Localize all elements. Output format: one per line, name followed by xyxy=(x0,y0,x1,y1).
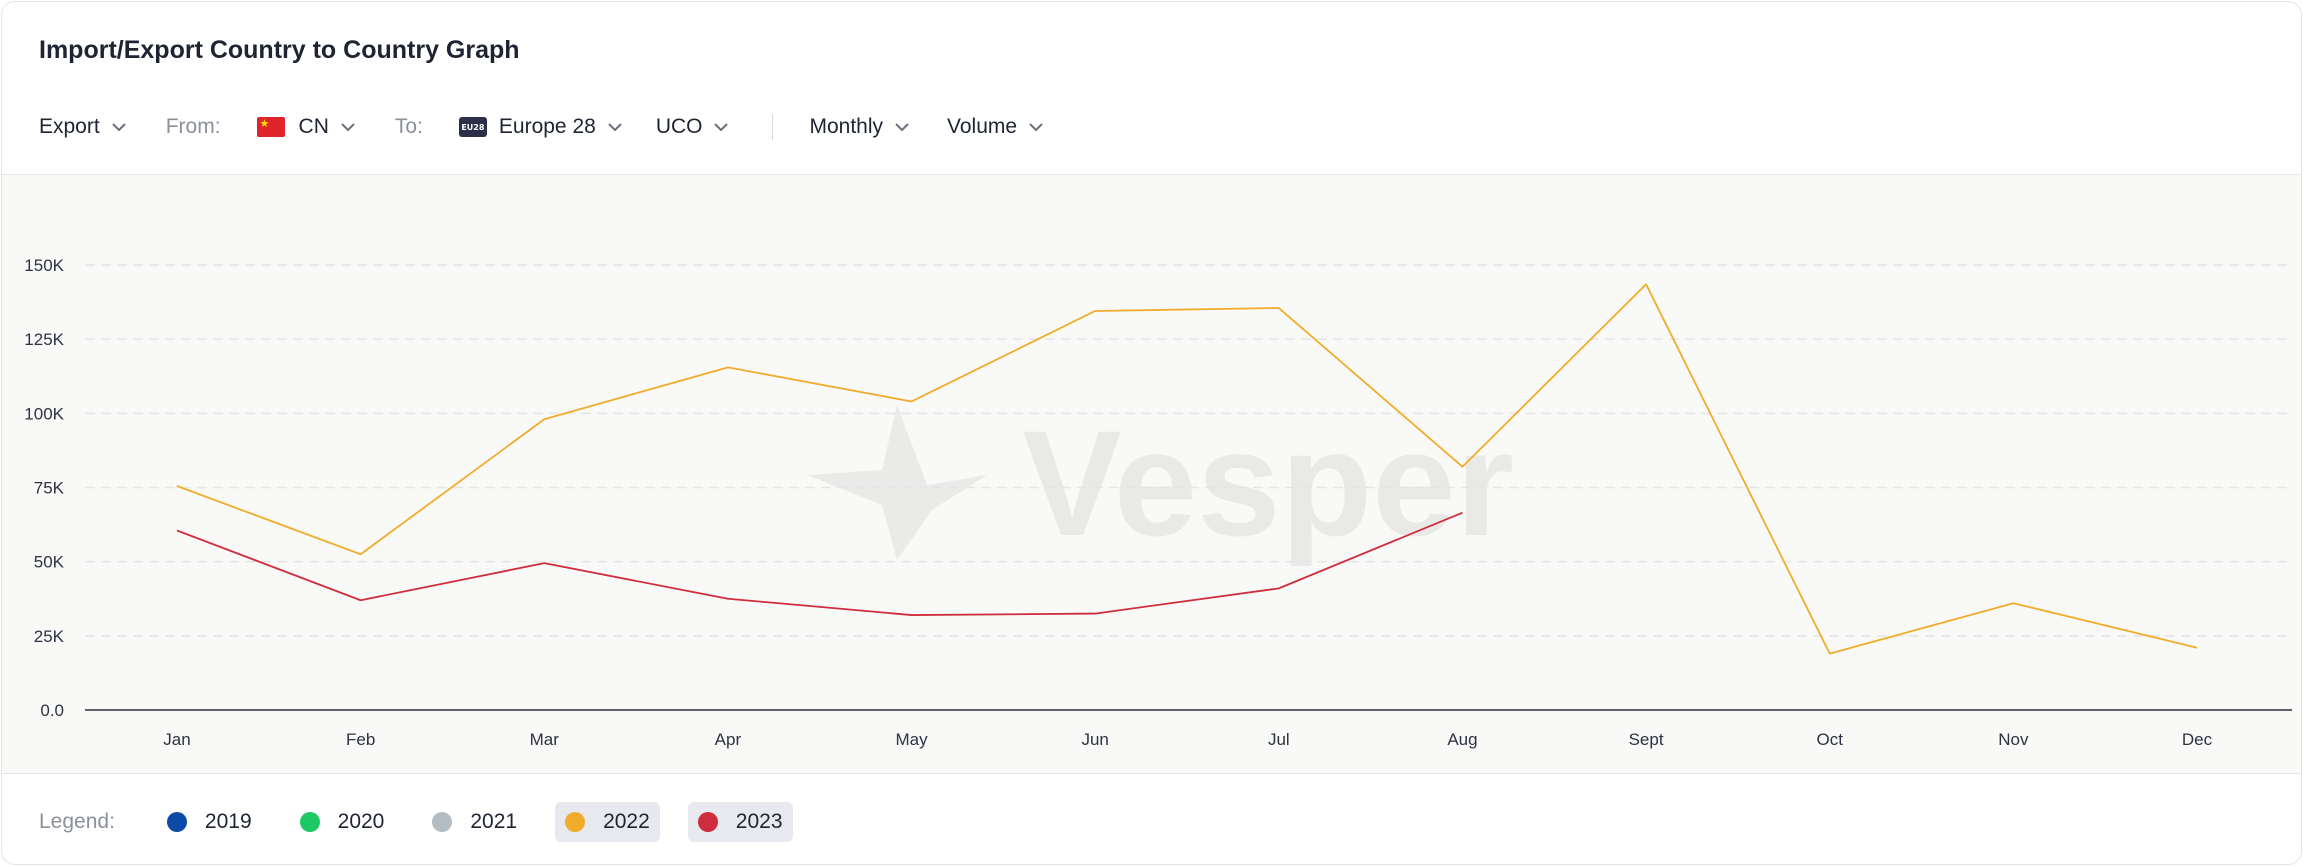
chevron-down-icon xyxy=(608,122,622,131)
y-tick-label: 50K xyxy=(34,553,65,572)
legend-item-label: 2023 xyxy=(735,810,783,833)
x-tick-label: Mar xyxy=(530,730,560,749)
y-tick-label: 0.0 xyxy=(40,701,64,720)
divider xyxy=(772,114,774,140)
chevron-down-icon xyxy=(1029,122,1043,131)
x-axis: Jan Feb Mar Apr May Jun Jul Aug Sept Oct Nov Dec xyxy=(163,730,2212,749)
watermark: Vesper xyxy=(807,399,1514,567)
legend-item-label: 2021 xyxy=(470,810,518,833)
y-tick-label: 125K xyxy=(24,330,64,349)
to-label: To: xyxy=(394,115,423,138)
y-tick-label: 25K xyxy=(34,627,65,646)
filter-bar: Export From: CN To: EU28 Europe 28 UCO M… xyxy=(39,112,1043,142)
chevron-down-icon xyxy=(714,122,729,131)
period-dropdown[interactable]: Monthly xyxy=(809,115,909,139)
x-tick-label: May xyxy=(895,730,928,749)
legend-label: Legend: xyxy=(39,810,115,833)
direction-value: Export xyxy=(39,115,100,138)
china-flag-icon xyxy=(256,117,285,137)
legend-item-2023[interactable]: 2023 xyxy=(687,802,793,842)
legend-item-2019[interactable]: 2019 xyxy=(157,802,262,842)
y-tick-label: 100K xyxy=(24,404,64,423)
legend-dot-icon xyxy=(432,812,453,832)
legend-item-label: 2019 xyxy=(204,810,252,833)
from-country-value: CN xyxy=(298,115,329,138)
series-line-2022[interactable] xyxy=(176,283,2198,655)
legend-item-2020[interactable]: 2020 xyxy=(290,802,395,842)
watermark-text: Vesper xyxy=(1022,399,1514,567)
chart-area: Vesper 0.0 25K 50K 75K 100K 125K 150K Jan Feb Ma… xyxy=(2,174,2301,774)
direction-dropdown[interactable]: Export xyxy=(39,115,126,139)
legend-item-label: 2020 xyxy=(337,810,385,833)
grid xyxy=(85,264,2292,711)
page-title: Import/Export Country to Country Graph xyxy=(39,36,520,64)
metric-dropdown[interactable]: Volume xyxy=(947,115,1043,139)
to-region-dropdown[interactable]: EU28 Europe 28 xyxy=(458,115,622,139)
series-lines xyxy=(176,283,2198,655)
x-tick-label: Sept xyxy=(1629,730,1664,749)
x-tick-label: Feb xyxy=(346,730,375,749)
legend-dot-icon xyxy=(697,812,718,832)
series-line-2023[interactable] xyxy=(176,511,1463,616)
x-tick-label: Nov xyxy=(1998,730,2029,749)
y-axis: 0.0 25K 50K 75K 100K 125K 150K xyxy=(24,256,64,720)
star-logo-icon xyxy=(807,405,987,560)
period-value: Monthly xyxy=(809,115,884,138)
from-label: From: xyxy=(165,115,221,138)
eu28-badge-icon: EU28 xyxy=(458,117,487,137)
legend-items: 2019 2020 2021 2022 2023 xyxy=(157,802,821,842)
product-dropdown[interactable]: UCO xyxy=(656,115,729,139)
y-tick-label: 75K xyxy=(34,479,65,498)
legend-dot-icon xyxy=(565,812,586,832)
legend: Legend: 2019 2020 2021 2022 2023 xyxy=(39,802,821,842)
x-tick-label: Dec xyxy=(2182,730,2213,749)
chevron-down-icon xyxy=(895,122,909,131)
legend-dot-icon xyxy=(166,812,187,832)
x-tick-label: Apr xyxy=(715,730,742,749)
x-tick-label: Jan xyxy=(163,730,190,749)
y-tick-label: 150K xyxy=(24,256,64,275)
legend-item-2022[interactable]: 2022 xyxy=(555,802,660,842)
product-value: UCO xyxy=(655,115,703,138)
legend-item-2021[interactable]: 2021 xyxy=(422,802,527,842)
legend-item-label: 2022 xyxy=(603,810,650,833)
from-country-dropdown[interactable]: CN xyxy=(256,115,355,139)
legend-dot-icon xyxy=(299,812,320,832)
chevron-down-icon xyxy=(111,122,126,131)
to-region-value: Europe 28 xyxy=(498,115,596,138)
metric-value: Volume xyxy=(947,115,1018,138)
x-tick-label: Jun xyxy=(1081,730,1108,749)
x-tick-label: Aug xyxy=(1447,730,1477,749)
chevron-down-icon xyxy=(341,122,355,131)
x-tick-label: Jul xyxy=(1268,730,1290,749)
line-chart: Vesper 0.0 25K 50K 75K 100K 125K 150K Jan Feb Ma… xyxy=(24,256,2292,749)
x-tick-label: Oct xyxy=(1817,730,1844,749)
